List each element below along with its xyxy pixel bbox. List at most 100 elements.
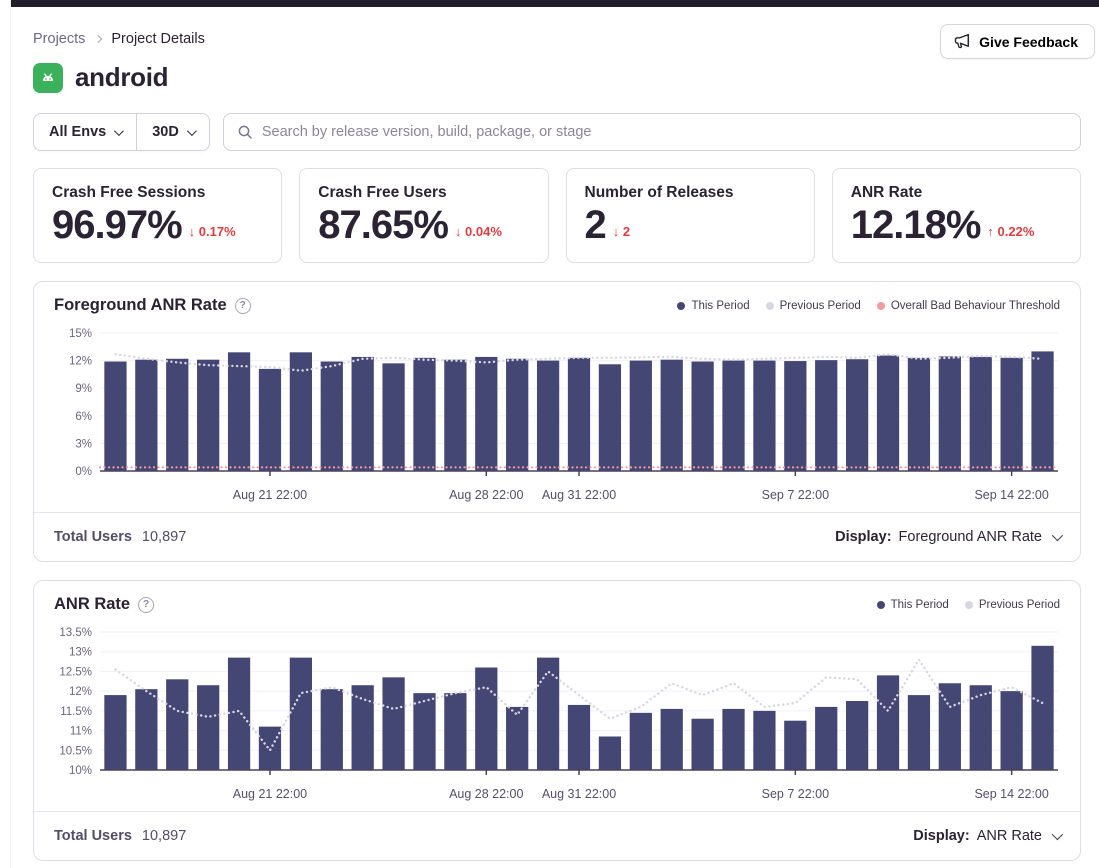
svg-text:12%: 12% (69, 356, 92, 368)
legend-dot-icon (677, 301, 686, 310)
stat-value: 96.97% (52, 203, 183, 247)
chart-title: ANR Rate (54, 595, 131, 613)
legend-label: Overall Bad Behaviour Threshold (890, 299, 1060, 312)
megaphone-icon (954, 33, 970, 49)
filter-picker-group: All Envs 30D (33, 113, 210, 151)
svg-text:Aug 31 22:00: Aug 31 22:00 (542, 488, 616, 502)
legend-dot-icon (876, 301, 885, 310)
chart-legend: This Period Previous Period (876, 598, 1060, 611)
legend-item[interactable]: Overall Bad Behaviour Threshold (876, 299, 1060, 312)
legend-item[interactable]: This Period (677, 299, 750, 312)
display-label: Display: (835, 529, 892, 545)
anr-rate-chart[interactable]: 10% 10.5% 11% 11.5% 12% 12.5% 13% 13.5% Aug 21 2… (34, 620, 1081, 806)
picker-divider (136, 114, 138, 150)
svg-text:Sep 7 22:00: Sep 7 22:00 (762, 488, 829, 502)
svg-text:Aug 28 22:00: Aug 28 22:00 (449, 488, 523, 502)
svg-text:6%: 6% (75, 411, 92, 423)
svg-text:Aug 21 22:00: Aug 21 22:00 (233, 488, 307, 502)
svg-text:15%: 15% (69, 328, 92, 340)
legend-item[interactable]: This Period (876, 598, 949, 611)
svg-text:13%: 13% (69, 647, 92, 659)
legend-item[interactable]: Previous Period (964, 598, 1060, 611)
give-feedback-label: Give Feedback (979, 33, 1078, 50)
help-icon[interactable]: ? (138, 596, 155, 613)
svg-text:3%: 3% (75, 438, 92, 450)
search-box[interactable] (222, 113, 1081, 151)
stat-card-crash-free-users: Crash Free Users 87.65% ↓ 0.04% (299, 168, 549, 263)
svg-text:10.5%: 10.5% (59, 745, 92, 757)
legend-dot-icon (964, 600, 973, 609)
chevron-right-icon (94, 34, 103, 44)
svg-text:12%: 12% (69, 686, 92, 698)
stat-value: 87.65% (318, 203, 449, 247)
total-users-value: 10,897 (141, 529, 187, 545)
android-platform-icon (33, 62, 63, 93)
stat-label: Crash Free Users (318, 184, 447, 201)
legend-label: Previous Period (978, 598, 1060, 611)
environment-dropdown-value: All Envs (49, 124, 107, 140)
svg-text:11.5%: 11.5% (60, 706, 92, 718)
chart-legend: This Period Previous Period Overall Bad Be… (677, 300, 1060, 312)
legend-dot-icon (765, 301, 774, 310)
search-icon (238, 125, 252, 139)
stat-label: ANR Rate (850, 184, 923, 201)
svg-text:10%: 10% (69, 765, 92, 777)
stat-delta-up: ↑ 0.22% (987, 223, 1035, 239)
display-value: ANR Rate (976, 828, 1042, 844)
date-range-dropdown[interactable]: 30D (137, 114, 209, 150)
display-value: Foreground ANR Rate (898, 529, 1042, 545)
total-users-label: Total Users (54, 529, 132, 545)
chevron-down-icon (1051, 828, 1064, 841)
left-edge-divider (10, 0, 11, 868)
date-range-dropdown-value: 30D (152, 124, 179, 140)
environment-dropdown[interactable]: All Envs (34, 114, 136, 150)
stat-delta-down: ↓ 2 (612, 223, 631, 239)
legend-label: Previous Period (779, 299, 861, 312)
display-dropdown[interactable]: Display: ANR Rate (913, 828, 1064, 844)
legend-label: This Period (691, 299, 750, 312)
legend-label: This Period (890, 598, 949, 611)
chart-title: Foreground ANR Rate (54, 296, 227, 314)
stat-delta-down: ↓ 0.17% (188, 223, 236, 239)
svg-text:0%: 0% (75, 466, 92, 478)
breadcrumb: Projects Project Details (33, 31, 1081, 47)
svg-text:Sep 14 22:00: Sep 14 22:00 (974, 787, 1048, 801)
stat-card-crash-free-sessions: Crash Free Sessions 96.97% ↓ 0.17% (33, 168, 283, 263)
total-users-value: 10,897 (141, 828, 187, 844)
svg-text:13.5%: 13.5% (59, 627, 92, 639)
page-title: android (75, 62, 169, 92)
svg-text:Aug 21 22:00: Aug 21 22:00 (233, 787, 307, 801)
svg-text:11%: 11% (70, 726, 92, 738)
stat-value: 12.18% (850, 203, 982, 247)
stat-label: Number of Releases (584, 184, 734, 201)
foreground-anr-rate-chart[interactable]: 0% 3% 6% 9% 12% 15% Aug 21 22:00 Aug 28 22:00 Au… (34, 321, 1081, 507)
project-header: android (33, 62, 1081, 93)
breadcrumb-project-details: Project Details (111, 31, 205, 47)
anr-rate-panel: ANR Rate ? This Period Previous Period 10… (33, 580, 1081, 861)
stat-value: 2 (584, 203, 607, 247)
app-top-strip (10, 0, 1099, 7)
stat-card-number-of-releases: Number of Releases 2 ↓ 2 (565, 168, 815, 263)
svg-text:9%: 9% (75, 383, 92, 395)
chevron-down-icon (114, 125, 125, 136)
breadcrumb-projects[interactable]: Projects (33, 31, 86, 47)
legend-dot-icon (876, 600, 885, 609)
search-input[interactable] (261, 124, 1067, 140)
filter-bar: All Envs 30D (33, 113, 1081, 151)
stat-label: Crash Free Sessions (52, 184, 206, 201)
stat-cards: Crash Free Sessions 96.97% ↓ 0.17% Crash… (33, 168, 1081, 263)
stat-card-anr-rate: ANR Rate 12.18% ↑ 0.22% (831, 168, 1081, 263)
main-content: Projects Project Details Give Feedback a… (33, 7, 1095, 861)
chevron-down-icon (1051, 529, 1064, 542)
display-dropdown[interactable]: Display: Foreground ANR Rate (835, 529, 1064, 545)
svg-text:12.5%: 12.5% (59, 666, 92, 678)
display-label: Display: (913, 828, 970, 844)
legend-item[interactable]: Previous Period (765, 299, 861, 312)
svg-text:Sep 7 22:00: Sep 7 22:00 (762, 787, 829, 801)
svg-text:Aug 31 22:00: Aug 31 22:00 (542, 787, 616, 801)
help-icon[interactable]: ? (234, 297, 251, 314)
stat-delta-down: ↓ 0.04% (454, 223, 502, 239)
total-users-label: Total Users (54, 828, 132, 844)
give-feedback-button[interactable]: Give Feedback (940, 24, 1095, 59)
foreground-anr-rate-panel: Foreground ANR Rate ? This Period Previou… (33, 281, 1081, 562)
